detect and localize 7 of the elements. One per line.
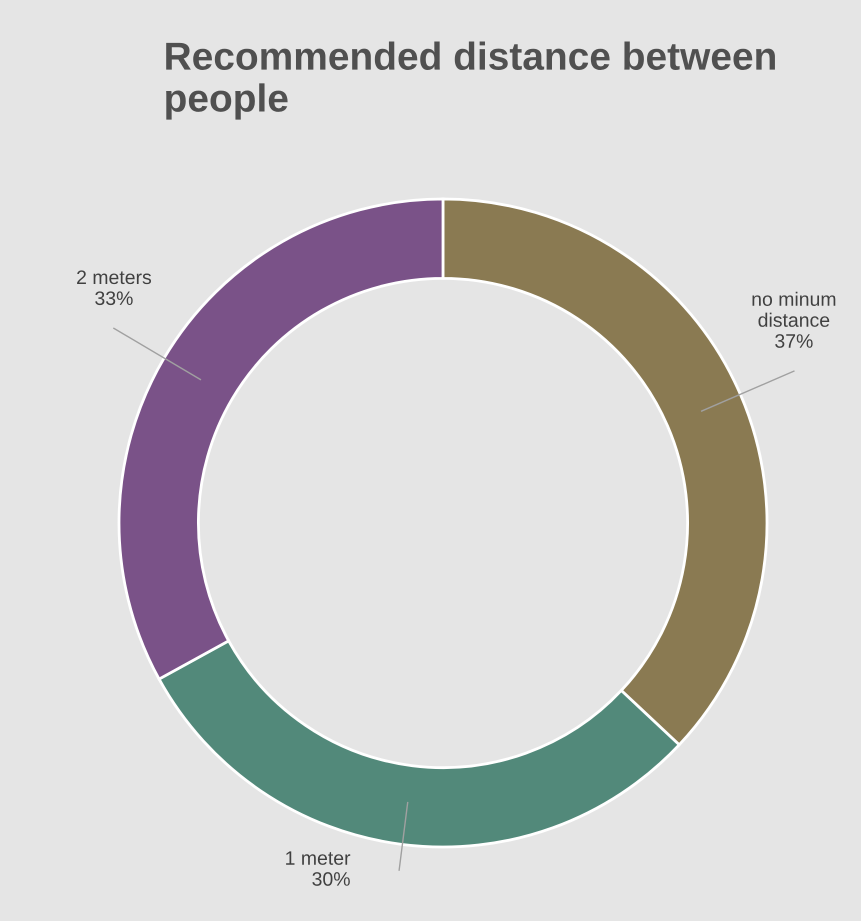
chart-title: Recommended distance between people	[166, 41, 775, 120]
slice-label: 1 meter	[286, 851, 350, 865]
data-label: 33%	[95, 291, 133, 306]
slice-label: no minum distance	[752, 292, 836, 327]
slice-label: 2 meters	[77, 270, 152, 284]
data-label: 37%	[775, 334, 813, 348]
data-label: 30%	[312, 872, 350, 886]
